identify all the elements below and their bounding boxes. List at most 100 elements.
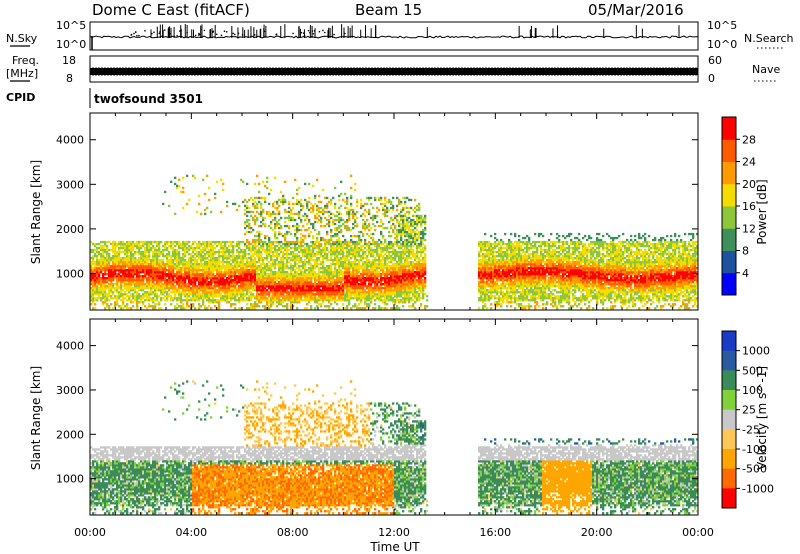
power-cell xyxy=(214,250,217,254)
power-cell xyxy=(372,238,375,242)
power-cell xyxy=(246,285,249,288)
power-cell xyxy=(180,275,183,278)
power-cell xyxy=(368,271,371,274)
power-cell xyxy=(174,259,177,262)
power-cell xyxy=(188,291,191,294)
power-cell xyxy=(160,267,163,270)
power-cell xyxy=(254,222,257,226)
power-cell xyxy=(124,283,127,286)
power-cell xyxy=(358,279,361,282)
power-cell xyxy=(286,242,289,246)
power-cell xyxy=(266,242,269,246)
power-cell xyxy=(258,224,261,228)
power-cell xyxy=(302,261,305,264)
power-cell xyxy=(250,283,253,286)
power-cell xyxy=(340,261,343,264)
power-cell xyxy=(246,253,249,256)
power-cell xyxy=(182,287,185,290)
power-cell xyxy=(302,277,305,280)
power-cell xyxy=(126,307,129,310)
power-cell xyxy=(254,279,257,282)
power-cell xyxy=(260,279,263,282)
power-cell xyxy=(366,244,369,248)
power-cell xyxy=(248,246,251,250)
power-cell xyxy=(240,259,243,262)
power-cell xyxy=(282,200,285,204)
freq-band xyxy=(90,68,698,75)
power-cell xyxy=(284,210,287,214)
power-cell xyxy=(230,275,233,278)
power-cell xyxy=(300,279,303,282)
power-cell xyxy=(356,297,359,300)
power-cell xyxy=(142,297,145,300)
power-cell xyxy=(356,216,359,220)
power-cell xyxy=(270,263,273,266)
power-cell xyxy=(338,230,341,234)
power-cell xyxy=(178,246,181,250)
power-cell xyxy=(224,242,227,246)
power-cell xyxy=(356,277,359,280)
power-cell xyxy=(150,275,153,278)
power-cell xyxy=(218,289,221,292)
power-cell xyxy=(370,232,373,236)
nsearch-dot xyxy=(292,32,294,35)
power-cell xyxy=(126,248,129,252)
power-cell xyxy=(264,265,267,268)
power-cell xyxy=(312,242,315,246)
power-cell xyxy=(286,307,289,310)
power-cell xyxy=(158,281,161,284)
power-cell xyxy=(324,287,327,290)
power-cell xyxy=(184,248,187,252)
power-cell xyxy=(242,265,245,268)
power-cell xyxy=(94,287,97,290)
power-cell xyxy=(162,255,165,258)
power-cell xyxy=(248,275,251,278)
power-cell xyxy=(298,259,301,262)
power-cell xyxy=(258,297,261,300)
power-cell xyxy=(360,255,363,258)
power-cell xyxy=(324,204,327,208)
power-cell xyxy=(200,279,203,282)
power-cell xyxy=(308,261,311,264)
power-cell xyxy=(170,283,173,286)
power-cell xyxy=(90,267,93,270)
power-cell xyxy=(150,259,153,262)
power-cell xyxy=(334,263,337,266)
power-cell xyxy=(262,180,265,184)
power-cell xyxy=(134,283,137,286)
power-cell xyxy=(342,240,345,244)
power-cell xyxy=(238,255,241,258)
power-cell xyxy=(286,303,289,306)
power-cell xyxy=(210,246,213,250)
power-cell xyxy=(150,261,153,264)
power-cell xyxy=(92,283,95,286)
power-cell xyxy=(278,248,281,252)
power-cell xyxy=(94,267,97,270)
power-cell xyxy=(252,279,255,282)
power-cell xyxy=(344,259,347,262)
power-cell xyxy=(360,204,363,208)
power-cell xyxy=(206,246,209,250)
power-cell xyxy=(370,255,373,258)
power-cell xyxy=(164,277,167,280)
power-cell xyxy=(192,267,195,270)
power-cell xyxy=(104,295,107,298)
power-cell xyxy=(158,263,161,266)
power-cell xyxy=(124,271,127,274)
power-cell xyxy=(354,220,357,224)
power-cell xyxy=(200,275,203,278)
power-cell xyxy=(202,289,205,292)
power-cell xyxy=(378,275,381,278)
power-cell xyxy=(376,253,379,256)
power-cell xyxy=(312,253,315,256)
power-cell xyxy=(322,267,325,270)
power-cell xyxy=(172,291,175,294)
power-cell xyxy=(102,253,105,256)
power-cell xyxy=(348,248,351,252)
power-cell xyxy=(118,246,121,250)
power-cell xyxy=(286,263,289,266)
power-cell xyxy=(378,253,381,256)
power-cell xyxy=(370,279,373,282)
power-cell xyxy=(358,269,361,272)
power-cell xyxy=(158,253,161,256)
